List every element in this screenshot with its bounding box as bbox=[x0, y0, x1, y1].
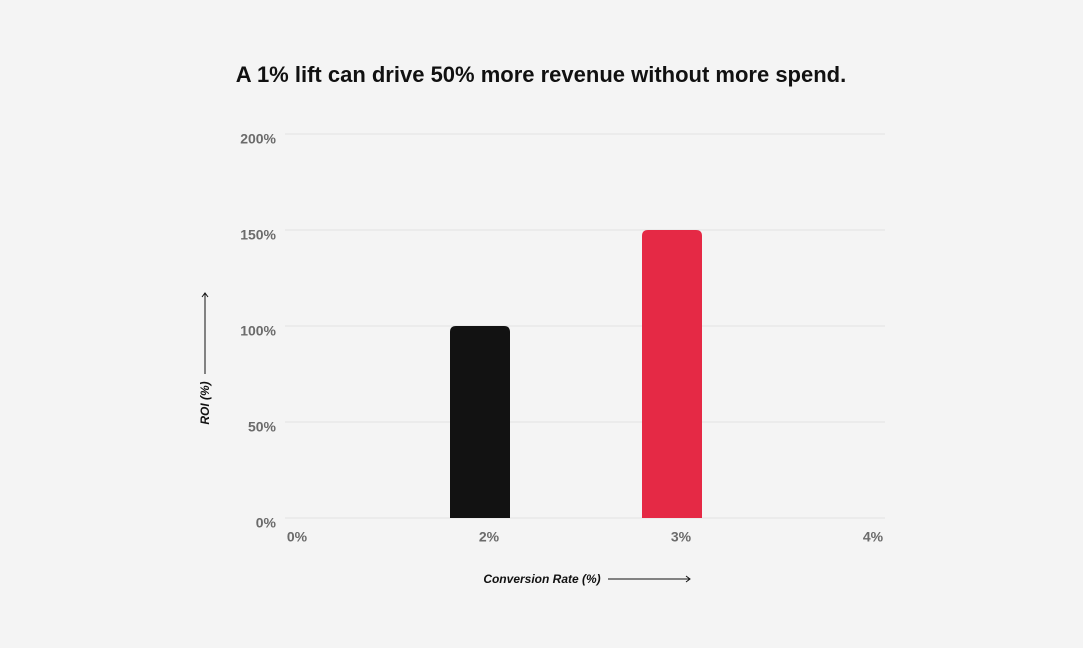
y-tick-label: 200% bbox=[240, 131, 276, 147]
x-tick-label: 3% bbox=[671, 529, 692, 545]
arrow-head bbox=[201, 292, 209, 298]
x-tick-label: 4% bbox=[863, 529, 884, 545]
y-tick-label: 50% bbox=[248, 419, 277, 435]
x-tick-label: 0% bbox=[287, 529, 308, 545]
x-axis-arrow bbox=[608, 575, 691, 583]
chart-title: A 1% lift can drive 50% more revenue wit… bbox=[236, 62, 846, 87]
bar bbox=[450, 326, 510, 518]
y-axis-title: ROI (%) bbox=[198, 381, 212, 424]
y-tick-label: 0% bbox=[256, 515, 277, 531]
arrow-head bbox=[685, 575, 691, 583]
y-tick-label: 150% bbox=[240, 227, 276, 243]
y-axis-arrow bbox=[201, 292, 209, 374]
x-tick-label: 2% bbox=[479, 529, 500, 545]
x-axis-title: Conversion Rate (%) bbox=[483, 572, 600, 586]
y-tick-label: 100% bbox=[240, 323, 276, 339]
bar bbox=[642, 230, 702, 518]
